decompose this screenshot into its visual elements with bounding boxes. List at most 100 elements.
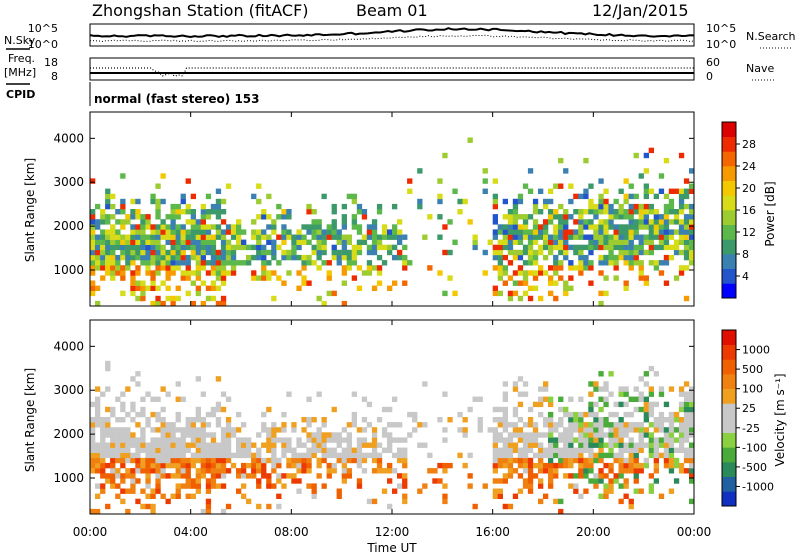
- heatmap-cell: [663, 432, 670, 438]
- heatmap-cell: [266, 270, 272, 276]
- heatmap-cell: [603, 488, 609, 494]
- heatmap-cell: [291, 457, 297, 464]
- heatmap-cell: [160, 229, 166, 235]
- heatmap-cell: [543, 447, 549, 453]
- heatmap-cell: [210, 468, 217, 474]
- heatmap-cell: [346, 457, 352, 464]
- heatmap-cell: [175, 457, 181, 464]
- heatmap-cell: [588, 437, 594, 443]
- heatmap-cell: [190, 437, 196, 443]
- heatmap-cell: [588, 457, 594, 464]
- heatmap-cell: [336, 229, 342, 235]
- heatmap-cell: [200, 452, 206, 459]
- heatmap-cell: [230, 244, 237, 251]
- heatmap-cell: [613, 427, 619, 433]
- heatmap-cell: [633, 473, 639, 479]
- heatmap-cell: [683, 396, 690, 402]
- heatmap-cell: [175, 265, 181, 271]
- heatmap-cell: [251, 193, 257, 200]
- heatmap-cell: [563, 437, 569, 443]
- heatmap-cell: [653, 468, 659, 474]
- heatmap-cell: [321, 457, 327, 464]
- heatmap-cell: [563, 219, 569, 225]
- heatmap-cell: [366, 442, 373, 448]
- heatmap-cell: [251, 275, 257, 281]
- heatmap-cell: [417, 488, 423, 494]
- heatmap-cell: [160, 254, 166, 261]
- heatmap-cell: [321, 239, 327, 245]
- heatmap-cell: [351, 260, 357, 266]
- heatmap-cell: [281, 209, 287, 215]
- heatmap-cell: [301, 275, 307, 281]
- heatmap-cell: [281, 214, 287, 220]
- heatmap-cell: [180, 452, 186, 459]
- heatmap-cell: [175, 417, 181, 423]
- heatmap-cell: [668, 452, 675, 459]
- heatmap-cell: [678, 462, 685, 469]
- heatmap-cell: [130, 376, 136, 382]
- heatmap-cell: [422, 234, 428, 240]
- heatmap-cell: [190, 244, 196, 251]
- heatmap-cell: [381, 406, 388, 413]
- heatmap-cell: [527, 437, 534, 443]
- heatmap-cell: [497, 457, 503, 464]
- heatmap-cell: [100, 483, 106, 489]
- heatmap-cell: [623, 462, 629, 469]
- heatmap-cell: [341, 452, 347, 459]
- heatmap-cell: [120, 391, 126, 397]
- heatmap-cell: [532, 275, 539, 281]
- heatmap-cell: [175, 427, 181, 433]
- heatmap-cell: [538, 483, 544, 489]
- heatmap-cell: [230, 265, 237, 271]
- heatmap-cell: [361, 234, 368, 240]
- heatmap-cell: [689, 442, 695, 448]
- heatmap-cell: [150, 503, 156, 510]
- heatmap-cell: [588, 427, 594, 433]
- heatmap-cell: [346, 234, 352, 240]
- heatmap-cell: [170, 473, 176, 479]
- heatmap-cell: [165, 442, 171, 448]
- heatmap-cell: [115, 219, 121, 225]
- heatmap-cell: [628, 265, 634, 271]
- heatmap-cell: [683, 452, 690, 459]
- heatmap-cell: [185, 244, 191, 251]
- heatmap-cell: [497, 249, 503, 256]
- heatmap-cell: [467, 452, 473, 459]
- heatmap-cell: [341, 203, 347, 210]
- heatmap-cell: [643, 168, 649, 174]
- heatmap-cell: [220, 249, 227, 256]
- heatmap-cell: [563, 427, 569, 433]
- heatmap-cell: [689, 452, 695, 459]
- heatmap-cell: [643, 203, 649, 210]
- heatmap-cell: [633, 452, 639, 459]
- heatmap-cell: [371, 432, 378, 438]
- heatmap-cell: [100, 214, 106, 220]
- heatmap-cell: [598, 427, 604, 433]
- heatmap-cell: [427, 214, 433, 220]
- heatmap-cell: [689, 432, 695, 438]
- heatmap-cell: [361, 468, 368, 474]
- heatmap-cell: [296, 442, 302, 448]
- heatmap-cell: [603, 473, 609, 479]
- heatmap-cell: [442, 493, 448, 499]
- heatmap-cell: [593, 229, 599, 235]
- heatmap-cell: [578, 234, 584, 240]
- heatmap-cell: [256, 478, 262, 484]
- heatmap-cell: [356, 447, 363, 453]
- heatmap-cell: [190, 239, 196, 245]
- heatmap-cell: [548, 249, 554, 256]
- heatmap-cell: [241, 447, 247, 453]
- heatmap-cell: [543, 396, 549, 402]
- heatmap-cell: [170, 422, 176, 428]
- heatmap-cell: [608, 432, 614, 438]
- heatmap-cell: [371, 427, 378, 433]
- heatmap-cell: [583, 188, 589, 194]
- heatmap-cell: [683, 249, 690, 256]
- heatmap-cell: [145, 417, 151, 423]
- heatmap-cell: [497, 488, 503, 494]
- beam-title: Beam 01: [356, 1, 428, 20]
- heatmap-cell: [90, 417, 96, 423]
- heatmap-cell: [638, 406, 644, 413]
- heatmap-cell: [492, 432, 498, 438]
